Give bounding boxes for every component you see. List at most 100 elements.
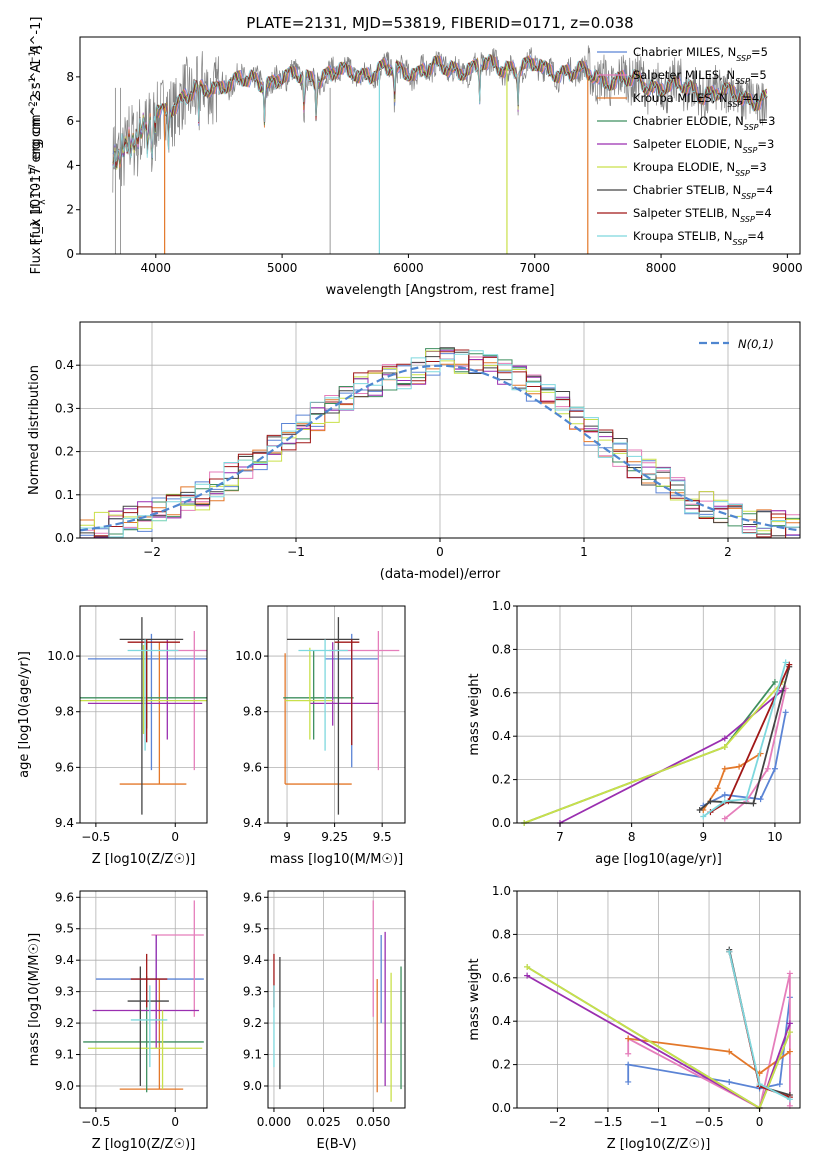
legend-subscript: SSP (741, 192, 756, 201)
y-tick-label: 9.6 (243, 890, 262, 904)
mass-weight-marker (786, 1096, 793, 1103)
x-tick-label: −1 (287, 545, 305, 559)
mass-weight-marker (756, 1081, 763, 1088)
mass-weight-line (699, 666, 791, 811)
y-tick-label: 0.6 (492, 686, 511, 700)
y-tick-label: 0.3 (55, 401, 74, 415)
panel-6: 0.000 0.025 0.050 9.0 9.1 9.2 9.3 9.4 9.5 9.6 E(B-… (243, 890, 406, 1152)
y-tick-label: 9.6 (55, 760, 74, 774)
axes-frame (267, 605, 406, 824)
mass-weight-marker (757, 796, 764, 803)
mass-weight-marker (524, 963, 531, 970)
y-tick-label: 0.8 (492, 642, 511, 656)
panel-0: 4000 5000 6000 7000 8000 9000 0 2 4 6 8 wavelength … (28, 17, 803, 298)
axes-frame (79, 890, 208, 1109)
x-tick-label: 7000 (519, 261, 550, 275)
legend-text: Salpeter ELODIE, N (633, 137, 743, 151)
y-tick-label: 9.4 (55, 816, 74, 830)
y-tick-label: 9.4 (55, 953, 74, 967)
mass-weight-marker (786, 1048, 793, 1055)
x-tick-label: 9 (699, 830, 707, 844)
x-tick-label: −0.5 (81, 1115, 110, 1129)
y-axis-label-part: ] (29, 46, 44, 51)
y-tick-label: 0.1 (55, 488, 74, 502)
x-tick-label: 7 (556, 830, 564, 844)
y-tick-label: 9.1 (55, 1048, 74, 1062)
legend-text: Kroupa MILES, N (633, 91, 728, 105)
y-tick-label: 9.3 (243, 985, 262, 999)
x-tick-label: 8000 (646, 261, 677, 275)
model-fit-line (112, 53, 768, 167)
legend-text: Salpeter MILES, N (633, 68, 735, 82)
y-tick-label: 6 (66, 114, 74, 128)
x-tick-label: −1.5 (593, 1115, 622, 1129)
x-axis-label: age [log10(age/yr)] (595, 852, 722, 867)
x-tick-label: 0.000 (257, 1115, 291, 1129)
mass-weight-marker (782, 709, 789, 716)
legend-entry: Salpeter ELODIE, NSSP=3 (633, 137, 774, 155)
mass-weight-marker (721, 791, 728, 798)
y-tick-label: 9.0 (55, 1079, 74, 1093)
mass-weight-marker (726, 1048, 733, 1055)
legend-subscript: SSP (728, 100, 743, 109)
y-axis-label: mass [log10(M/M☉)] (27, 933, 42, 1066)
legend-entry: Salpeter STELIB, NSSP=4 (633, 206, 772, 224)
y-tick-label: 9.6 (243, 760, 262, 774)
legend-text: Chabrier MILES, N (633, 45, 736, 59)
y-axis-label-part: λ (38, 199, 48, 205)
mass-weight-marker (726, 1078, 733, 1085)
y-axis-label-part: −1 (28, 51, 38, 64)
y-tick-label: 0.4 (55, 358, 74, 372)
legend-entry: Chabrier ELODIE, NSSP=3 (633, 114, 775, 132)
legend-text: =4 (755, 206, 772, 220)
mass-weight-marker (625, 1050, 632, 1057)
y-tick-label: 9.6 (55, 890, 74, 904)
legend-subscript: SSP (740, 215, 755, 224)
x-tick-label: −2 (143, 545, 161, 559)
mass-weight-marker (726, 948, 733, 955)
y-axis-label: Normed distribution (27, 365, 42, 495)
x-tick-label: 9 (283, 830, 291, 844)
x-tick-label: 4000 (141, 261, 172, 275)
x-tick-label: 5000 (267, 261, 298, 275)
y-tick-label: 9.2 (55, 1016, 74, 1030)
x-tick-label: 0 (171, 830, 179, 844)
mass-weight-marker (524, 972, 531, 979)
x-tick-label: 0 (756, 1115, 764, 1129)
y-tick-label: 9.4 (243, 953, 262, 967)
x-tick-label: 9000 (772, 261, 803, 275)
mass-weight-marker (625, 1078, 632, 1085)
mass-weight-marker (721, 735, 728, 742)
x-axis-label: Z [log10(Z/Z☉)] (92, 852, 196, 867)
y-axis-label: mass weight (467, 673, 482, 755)
legend-text: =4 (756, 183, 773, 197)
y-tick-label: 9.5 (55, 922, 74, 936)
legend-subscript: SSP (744, 123, 759, 132)
mass-weight-marker (750, 800, 757, 807)
legend-entry: Chabrier STELIB, NSSP=4 (633, 183, 773, 201)
y-axis-label-part: Flux [f (29, 204, 44, 245)
y-tick-label: 0.2 (492, 1058, 511, 1072)
y-tick-label: 0.8 (492, 927, 511, 941)
x-tick-label: 9.5 (373, 830, 392, 844)
mass-weight-marker (771, 765, 778, 772)
axes-frame (79, 605, 208, 824)
y-tick-label: 9.3 (55, 985, 74, 999)
mass-weight-marker (776, 1081, 783, 1088)
legend-subscript: SSP (735, 77, 750, 86)
mass-weight-marker (721, 798, 728, 805)
y-axis-label-part: 10 (29, 183, 44, 200)
y-tick-label: 9.1 (243, 1048, 262, 1062)
x-tick-label: 1 (580, 545, 588, 559)
mass-weight-marker (743, 796, 750, 803)
legend-text: Salpeter STELIB, N (633, 206, 740, 220)
legend-entry: Kroupa STELIB, NSSP=4 (633, 229, 764, 247)
legend-text: =3 (759, 114, 776, 128)
mass-weight-marker (625, 1035, 632, 1042)
y-axis-label: Flux [fλ10−17 erg cm−2 s−1 A−1] (28, 46, 48, 246)
panel-7: −2 −1.5 −1 −0.5 0 0.0 0.2 0.4 0.6 0.8 1.0 Z [log10(… (467, 884, 801, 1152)
mass-weight-marker (721, 744, 728, 751)
mass-weight-line (702, 662, 787, 818)
y-tick-label: 1.0 (492, 884, 511, 898)
mass-weight-marker (721, 765, 728, 772)
